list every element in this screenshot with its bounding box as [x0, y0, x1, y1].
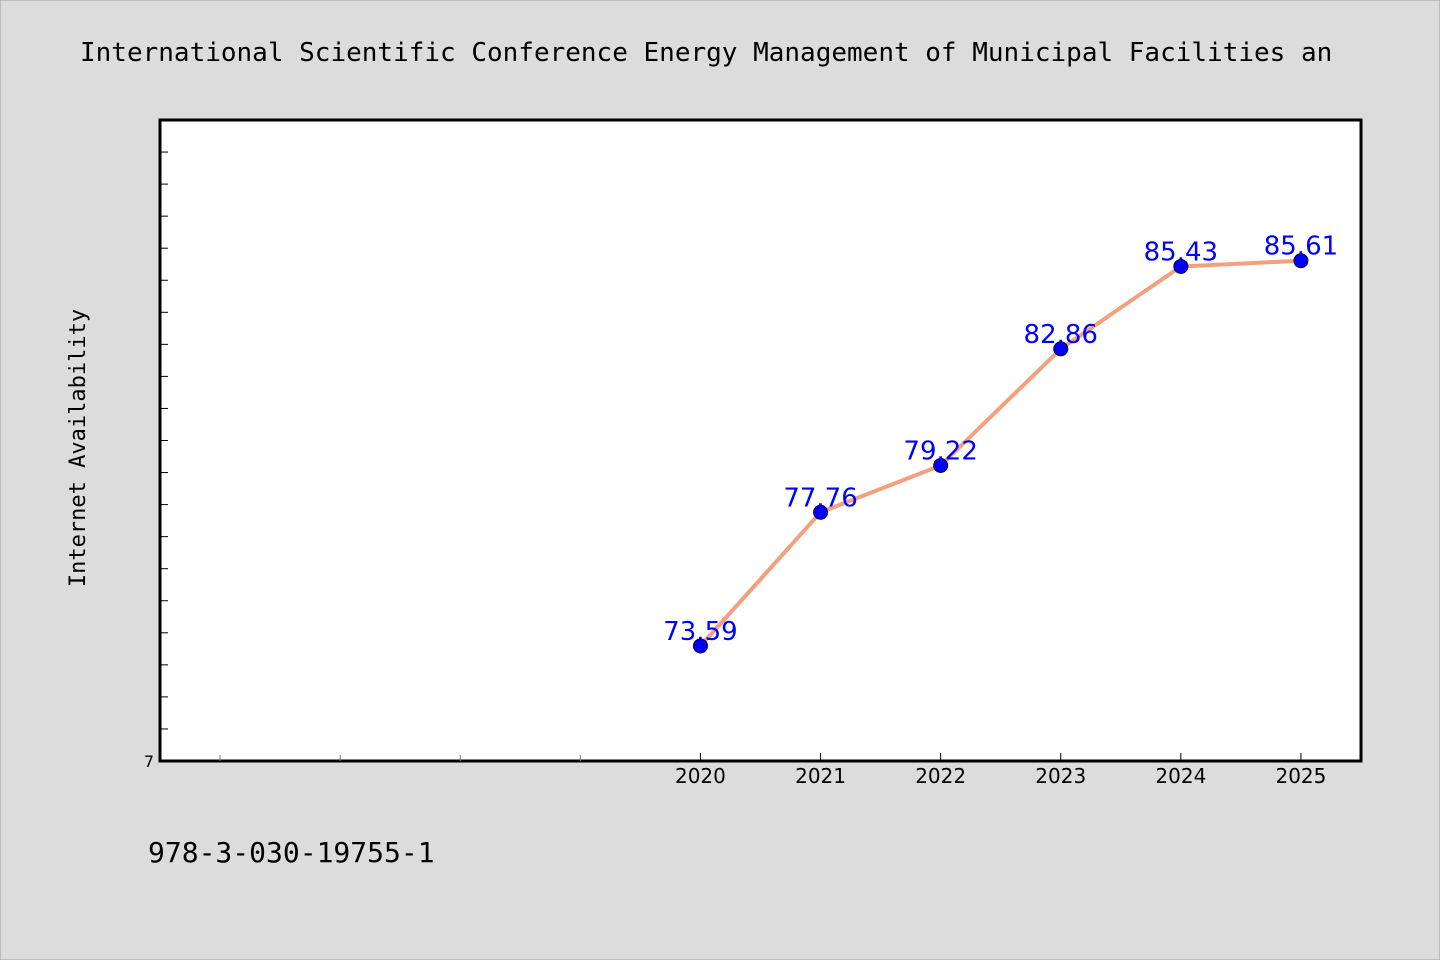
data-points [692, 253, 1309, 654]
data-point-marker [1053, 341, 1069, 357]
x-tick-label: 2024 [1155, 764, 1206, 788]
data-label: 85.61 [1264, 232, 1338, 262]
data-point-marker [1173, 258, 1189, 274]
data-point-marker [1293, 253, 1309, 269]
series-line [698, 258, 1303, 648]
y-axis-label: Internet Availability [66, 309, 91, 587]
chart-title: International Scientific Conference Ener… [80, 38, 1332, 68]
x-tick-label: 2022 [915, 764, 966, 788]
data-labels: 73.59 77.76 79.22 82.86 85.43 85.61 [663, 232, 1338, 647]
data-label: 73.59 [663, 617, 737, 647]
data-point-marker [933, 457, 949, 473]
y-axis-ticks: 7 [144, 151, 168, 771]
footer-isbn: 978-3-030-19755-1 [148, 836, 435, 869]
data-label: 79.22 [903, 436, 977, 466]
plot-area [158, 118, 1363, 763]
data-label: 85.43 [1144, 237, 1218, 267]
data-point-marker [813, 504, 829, 520]
x-axis-ticks: 2020 2021 2022 2023 2024 2025 [219, 753, 1326, 788]
x-tick-label: 2025 [1275, 764, 1326, 788]
x-tick-label: 2023 [1035, 764, 1086, 788]
x-tick-label: 2021 [795, 764, 846, 788]
data-label: 82.86 [1024, 320, 1098, 350]
y-tick-label: 7 [144, 752, 154, 771]
x-tick-label: 2020 [675, 764, 726, 788]
data-label: 77.76 [783, 483, 857, 513]
data-point-marker [692, 638, 708, 654]
